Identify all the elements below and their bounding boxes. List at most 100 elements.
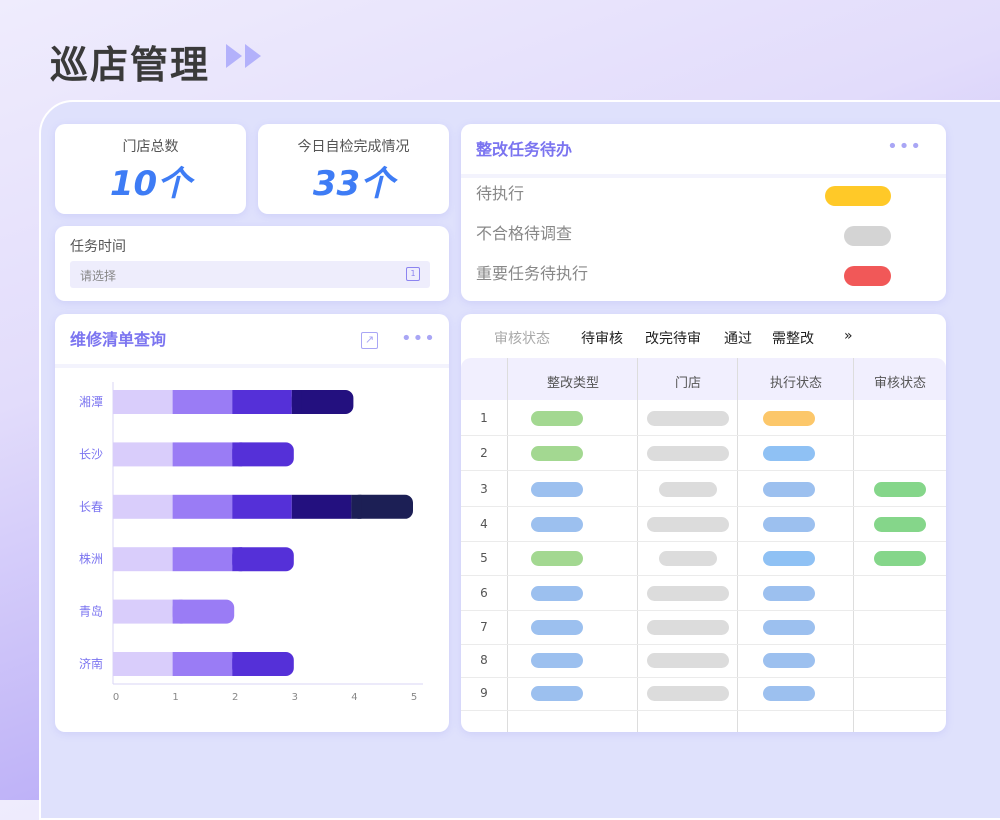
store-pill <box>659 481 717 497</box>
exec-status-pill <box>763 686 815 701</box>
bar-segment[interactable] <box>172 599 235 624</box>
bar-segment[interactable] <box>172 494 233 519</box>
col-type: 整改类型 <box>546 376 599 391</box>
bar-segment[interactable] <box>232 442 294 467</box>
audit-status-pill <box>874 551 926 566</box>
type-pill <box>531 446 583 461</box>
filter-label: 审核状态 <box>494 331 550 347</box>
type-pill <box>531 620 583 635</box>
audit-status-pill <box>874 516 926 532</box>
bar-segment[interactable] <box>232 652 294 676</box>
bar-segment[interactable] <box>351 494 413 519</box>
date-placeholder: 请选择 <box>80 269 117 283</box>
bar-segment[interactable] <box>291 390 354 414</box>
type-pill <box>531 516 583 532</box>
x-tick-label: 3 <box>292 692 298 703</box>
bar-segment-fill <box>232 442 243 467</box>
export-icon[interactable]: ↗ <box>361 332 378 349</box>
task-time-card: 任务时间 请选择 1 <box>55 226 449 301</box>
store-count-card: 门店总数 10个 <box>55 124 246 214</box>
col-store: 门店 <box>674 376 701 391</box>
bar-segment[interactable] <box>172 547 233 572</box>
row-index: 4 <box>480 516 488 531</box>
store-pill <box>647 620 729 635</box>
bar-segment-fill <box>232 547 243 572</box>
divider <box>461 174 946 178</box>
type-pill <box>531 586 583 601</box>
row-index: 6 <box>480 586 488 600</box>
exec-status-pill <box>763 411 815 426</box>
bar-segment-fill <box>172 599 183 624</box>
store-pill <box>647 516 729 532</box>
bar-segment[interactable] <box>113 494 173 519</box>
bar-segment-fill <box>232 652 243 676</box>
exec-status-pill <box>763 481 815 497</box>
row-index: 9 <box>480 686 488 700</box>
category-label: 株洲 <box>79 551 103 566</box>
bar-segment[interactable] <box>172 652 233 676</box>
table-row[interactable]: 3 <box>461 472 946 506</box>
bar-segment[interactable] <box>232 390 292 414</box>
store-pill <box>647 446 729 461</box>
bar-segment[interactable] <box>172 442 233 467</box>
todo-item-label[interactable]: 待执行 <box>476 184 525 203</box>
table-row[interactable]: 7 <box>461 610 946 644</box>
stat-label: 今日自检完成情况 <box>297 139 410 155</box>
bar-segment[interactable] <box>113 390 173 414</box>
exec-status-pill <box>763 551 815 566</box>
stat-value: 33个 <box>312 164 395 204</box>
todo-item-label[interactable]: 重要任务待执行 <box>476 264 589 283</box>
exec-status-pill <box>763 446 815 461</box>
store-pill <box>647 586 729 601</box>
table-row[interactable]: 5 <box>461 541 946 575</box>
bar-segment[interactable] <box>113 599 173 624</box>
exec-status-pill <box>763 653 815 668</box>
store-pill <box>659 551 717 566</box>
x-tick-label: 4 <box>351 692 357 703</box>
x-tick-label: 2 <box>232 692 238 703</box>
filter-pending[interactable]: 待审核 <box>581 331 623 347</box>
bar-segment[interactable] <box>113 652 173 676</box>
filter-passed[interactable]: 通过 <box>724 331 752 347</box>
bar-segment[interactable] <box>232 547 294 572</box>
bar-segment-fill <box>351 494 362 519</box>
more-icon[interactable]: ••• <box>401 328 436 349</box>
bar-segment[interactable] <box>113 442 173 467</box>
table-row[interactable]: 8 <box>461 643 946 677</box>
forward-arrows-icon <box>226 44 264 68</box>
bar-segment[interactable] <box>172 390 233 414</box>
todo-item-label[interactable]: 不合格待调查 <box>476 224 573 243</box>
table-row[interactable]: 4 <box>461 507 946 541</box>
bar-segment[interactable] <box>291 494 352 519</box>
more-icon[interactable]: ••• <box>887 136 922 157</box>
type-pill <box>531 653 583 668</box>
bar-segment[interactable] <box>232 494 292 519</box>
audit-table-card: 审核状态 待审核 改完待审 通过 需整改 » 整改类型 门店 执行状态 审核状态… <box>461 314 946 732</box>
date-picker[interactable]: 请选择 1 <box>70 261 430 288</box>
store-pill <box>647 686 729 701</box>
row-index: 2 <box>480 446 488 460</box>
filter-needs-fix[interactable]: 需整改 <box>772 331 814 347</box>
stat-value: 10个 <box>109 164 192 204</box>
calendar-icon[interactable]: 1 <box>406 267 420 281</box>
task-time-label: 任务时间 <box>70 239 126 255</box>
table-header <box>461 358 946 400</box>
more-filters-button[interactable]: » <box>844 328 853 344</box>
bar-segment[interactable] <box>113 547 173 572</box>
stat-label: 门店总数 <box>122 139 179 155</box>
col-exec: 执行状态 <box>769 376 822 391</box>
table-row[interactable]: 9 <box>461 676 946 710</box>
divider <box>55 364 449 368</box>
category-label: 长春 <box>79 500 103 514</box>
table-row[interactable]: 2 <box>461 436 946 470</box>
repair-title: 维修清单查询 <box>70 330 167 349</box>
table-row[interactable]: 1 <box>461 401 946 435</box>
filter-done-pending[interactable]: 改完待审 <box>645 331 701 347</box>
row-index: 5 <box>480 551 488 565</box>
todo-status-pill <box>844 266 891 286</box>
row-index: 8 <box>480 653 488 667</box>
todo-status-pill <box>844 226 891 246</box>
col-audit: 审核状态 <box>873 376 926 391</box>
table-row[interactable]: 6 <box>461 576 946 610</box>
